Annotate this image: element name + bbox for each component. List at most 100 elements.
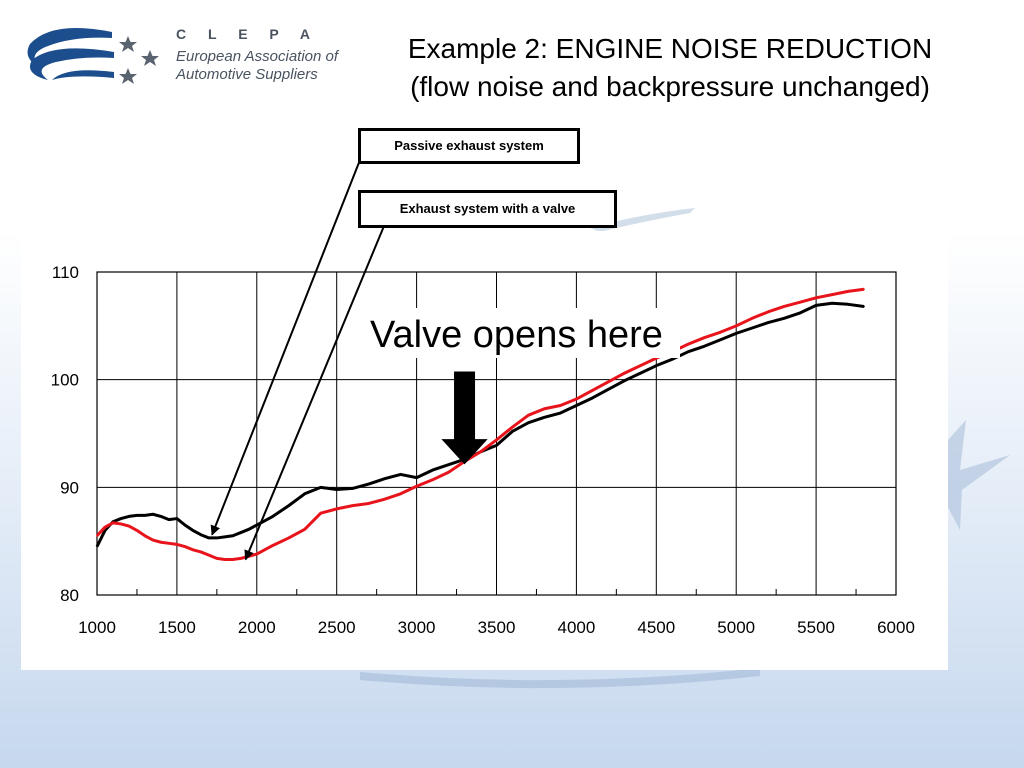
data-point-passive <box>559 412 562 414</box>
data-point-valve <box>168 542 170 545</box>
logo-subtitle-line1: European Association of <box>176 48 339 65</box>
data-point-valve <box>144 534 146 537</box>
data-point-passive <box>287 504 290 507</box>
data-point-passive <box>719 339 722 341</box>
data-point-passive <box>303 492 306 495</box>
data-point-passive <box>799 312 801 314</box>
slide-title-line2: (flow noise and backpressure unchanged) <box>410 71 930 102</box>
data-point-valve <box>831 293 833 296</box>
logo-subtitle-line2: Automotive Suppliers <box>176 66 318 83</box>
data-point-valve <box>399 492 402 495</box>
data-point-valve <box>559 404 562 407</box>
callout-passive-exhaust: Passive exhaust system <box>358 128 580 164</box>
data-point-valve <box>479 451 482 453</box>
data-point-passive <box>735 332 737 335</box>
data-point-valve <box>184 545 186 548</box>
data-point-passive <box>671 358 674 361</box>
data-point-passive <box>168 518 170 521</box>
data-point-passive <box>335 488 338 491</box>
data-point-valve <box>200 551 202 553</box>
data-point-passive <box>224 536 226 538</box>
clepa-logo-mark <box>27 28 159 84</box>
callout-arrow-passive <box>210 159 361 536</box>
data-point-passive <box>200 533 202 536</box>
x-tick-label: 2000 <box>238 618 276 637</box>
data-point-valve <box>415 485 418 488</box>
callout-exhaust-with-valve: Exhaust system with a valve <box>358 190 617 228</box>
data-point-passive <box>128 515 130 518</box>
x-tick-label: 2500 <box>318 618 356 637</box>
data-point-valve <box>224 558 226 561</box>
data-point-valve <box>271 544 274 547</box>
data-point-passive <box>160 515 162 518</box>
data-point-valve <box>104 526 106 528</box>
data-point-valve <box>767 311 769 313</box>
y-tick-label: 90 <box>60 478 79 497</box>
data-point-valve <box>863 288 865 291</box>
data-point-passive <box>847 303 849 306</box>
data-point-valve <box>719 331 722 334</box>
data-point-valve <box>216 557 218 560</box>
slide-title-line1: Example 2: ENGINE NOISE REDUCTION <box>407 33 933 64</box>
data-point-valve <box>383 498 386 500</box>
data-point-passive <box>367 483 370 485</box>
data-point-passive <box>144 514 146 517</box>
valve-opens-label-bg <box>364 308 680 358</box>
data-point-passive <box>319 486 322 489</box>
data-point-valve <box>303 528 306 531</box>
data-point-passive <box>383 477 386 480</box>
logo-name: C L E P A <box>176 26 319 42</box>
callout-arrow-valve <box>244 225 385 561</box>
data-point-valve <box>152 539 154 541</box>
data-point-passive <box>176 517 178 520</box>
x-tick-label: 3000 <box>398 618 436 637</box>
data-point-valve <box>543 407 546 410</box>
data-point-valve <box>96 534 98 537</box>
x-tick-label: 3500 <box>478 618 516 637</box>
data-point-valve <box>319 512 322 514</box>
data-point-valve <box>607 381 610 383</box>
data-point-passive <box>543 416 546 419</box>
data-point-valve <box>623 372 626 375</box>
x-tick-label: 4000 <box>557 618 595 637</box>
data-point-valve <box>703 336 706 339</box>
x-tick-label: 5500 <box>797 618 835 637</box>
chart-ticks: 1000 1500 2000 2500 3000 3500 4000 4500 5000 5500… <box>51 263 915 637</box>
data-point-valve <box>687 343 690 345</box>
data-point-valve <box>136 529 138 532</box>
y-tick-label: 80 <box>60 586 79 605</box>
data-point-valve <box>527 414 530 416</box>
data-point-passive <box>96 545 98 548</box>
x-tick-label: 4500 <box>637 618 675 637</box>
data-point-valve <box>815 297 817 299</box>
chart-annotations: Valve opens here <box>210 159 680 561</box>
valve-opens-label: Valve opens here <box>370 314 663 356</box>
data-point-passive <box>863 305 865 308</box>
data-point-valve <box>511 426 514 428</box>
data-point-passive <box>767 321 769 324</box>
data-point-passive <box>575 404 578 407</box>
data-point-valve <box>128 525 130 527</box>
data-point-valve <box>367 502 370 505</box>
data-point-passive <box>815 304 817 307</box>
data-point-valve <box>575 398 578 400</box>
x-tick-label: 1500 <box>158 618 196 637</box>
data-point-passive <box>184 524 186 526</box>
data-point-passive <box>136 514 138 517</box>
x-tick-label: 1000 <box>78 618 116 637</box>
data-point-passive <box>607 388 610 391</box>
data-point-passive <box>639 372 642 375</box>
data-point-passive <box>120 517 122 520</box>
clepa-logo <box>22 22 342 92</box>
x-tick-label: 5000 <box>717 618 755 637</box>
data-point-passive <box>415 476 418 479</box>
y-tick-label: 100 <box>51 371 79 390</box>
data-point-passive <box>351 487 354 490</box>
data-point-valve <box>192 548 194 551</box>
data-point-passive <box>511 430 514 433</box>
data-point-passive <box>495 444 498 447</box>
data-point-valve <box>431 478 434 481</box>
data-point-valve <box>112 522 114 524</box>
data-point-passive <box>655 364 658 367</box>
